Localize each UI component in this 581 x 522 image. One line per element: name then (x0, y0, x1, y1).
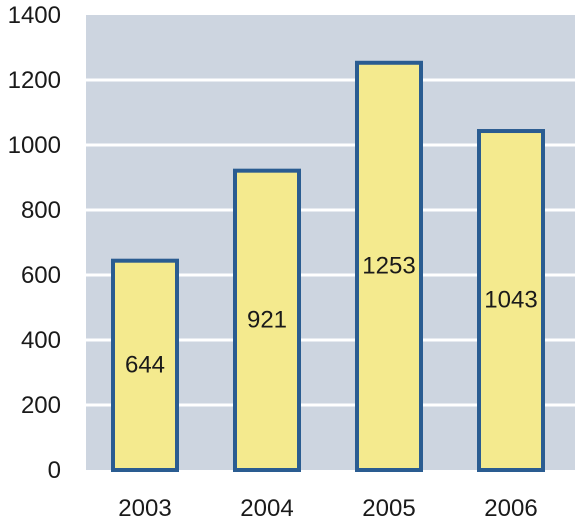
y-axis-tick-labels: 0 200 400 600 800 1000 1200 1400 (8, 2, 61, 484)
data-labels: 644 921 1253 1043 (125, 252, 538, 378)
x-tick-label-2006: 2006 (484, 495, 537, 522)
y-tick-label: 0 (48, 457, 61, 484)
data-label-2003: 644 (125, 351, 165, 378)
y-tick-label: 1000 (8, 132, 61, 159)
x-tick-label-2005: 2005 (362, 495, 415, 522)
data-label-2006: 1043 (484, 287, 537, 314)
x-axis-tick-labels: 2003 2004 2005 2006 (118, 495, 537, 522)
y-tick-label: 1400 (8, 2, 61, 29)
bar-2006 (477, 129, 545, 472)
x-tick-label-2003: 2003 (118, 495, 171, 522)
y-tick-label: 1200 (8, 67, 61, 94)
y-tick-label: 800 (21, 197, 61, 224)
x-tick-label-2004: 2004 (240, 495, 293, 522)
y-tick-label: 200 (21, 392, 61, 419)
bars (111, 60, 545, 473)
data-label-2005: 1253 (362, 252, 415, 279)
bar-2003 (111, 258, 179, 473)
bar-2005 (355, 60, 423, 473)
data-label-2004: 921 (247, 306, 287, 333)
y-tick-label: 400 (21, 327, 61, 354)
y-tick-label: 600 (21, 262, 61, 289)
bar-2004 (233, 168, 301, 473)
